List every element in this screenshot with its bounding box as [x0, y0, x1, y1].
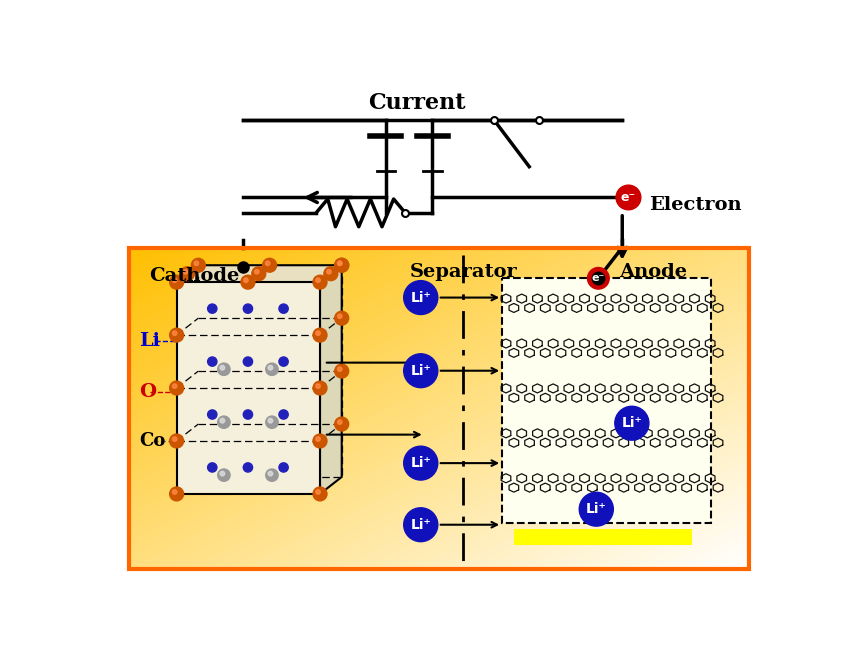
- Circle shape: [252, 267, 266, 281]
- Circle shape: [338, 314, 342, 318]
- Text: Li⁺: Li⁺: [410, 364, 431, 378]
- Circle shape: [315, 331, 321, 335]
- Circle shape: [313, 434, 327, 448]
- Circle shape: [334, 364, 349, 378]
- Circle shape: [338, 261, 342, 266]
- Polygon shape: [177, 265, 342, 282]
- Text: Li⁺: Li⁺: [410, 456, 431, 470]
- Circle shape: [220, 419, 225, 423]
- Circle shape: [244, 463, 252, 472]
- Circle shape: [338, 367, 342, 371]
- Circle shape: [241, 275, 255, 289]
- Circle shape: [279, 357, 288, 367]
- Circle shape: [244, 278, 248, 283]
- Circle shape: [173, 384, 177, 389]
- Text: Separator: Separator: [410, 263, 517, 281]
- Circle shape: [192, 258, 205, 272]
- Circle shape: [208, 410, 217, 419]
- Bar: [514, 529, 692, 545]
- Circle shape: [404, 353, 438, 387]
- Circle shape: [169, 434, 184, 448]
- Circle shape: [404, 508, 438, 542]
- Circle shape: [244, 410, 252, 419]
- Circle shape: [173, 331, 177, 335]
- Text: Li⁺: Li⁺: [410, 290, 431, 305]
- Circle shape: [268, 471, 273, 476]
- Circle shape: [338, 420, 342, 424]
- Circle shape: [615, 406, 649, 440]
- Circle shape: [334, 258, 349, 272]
- Circle shape: [169, 487, 184, 501]
- Circle shape: [208, 463, 217, 472]
- Text: Li⁺: Li⁺: [410, 518, 431, 532]
- Circle shape: [404, 281, 438, 314]
- Circle shape: [313, 381, 327, 395]
- Circle shape: [208, 304, 217, 313]
- Circle shape: [173, 278, 177, 283]
- Circle shape: [266, 363, 278, 376]
- Circle shape: [616, 185, 641, 210]
- Circle shape: [220, 471, 225, 476]
- Text: e⁻: e⁻: [621, 191, 636, 204]
- Circle shape: [313, 275, 327, 289]
- Circle shape: [173, 437, 177, 441]
- Circle shape: [218, 469, 230, 481]
- Text: Anode: Anode: [619, 263, 687, 281]
- Circle shape: [218, 363, 230, 376]
- Circle shape: [315, 278, 321, 283]
- Text: Electron: Electron: [650, 196, 742, 214]
- Text: Li: Li: [139, 333, 161, 350]
- Text: O: O: [139, 383, 156, 401]
- Text: Co: Co: [139, 432, 166, 450]
- Circle shape: [266, 469, 278, 481]
- Circle shape: [194, 261, 198, 266]
- Circle shape: [587, 268, 610, 289]
- Circle shape: [218, 416, 230, 428]
- Text: Li⁺: Li⁺: [622, 416, 642, 430]
- Circle shape: [183, 270, 188, 274]
- Circle shape: [313, 328, 327, 342]
- Circle shape: [180, 267, 194, 281]
- Circle shape: [327, 270, 331, 274]
- Circle shape: [173, 490, 177, 494]
- Circle shape: [262, 258, 277, 272]
- Circle shape: [324, 267, 338, 281]
- Circle shape: [315, 437, 321, 441]
- Polygon shape: [177, 282, 320, 494]
- Circle shape: [169, 381, 184, 395]
- Circle shape: [579, 492, 613, 526]
- Circle shape: [255, 270, 259, 274]
- Circle shape: [279, 463, 288, 472]
- Polygon shape: [320, 265, 342, 494]
- Text: Li⁺: Li⁺: [586, 502, 607, 516]
- Circle shape: [315, 490, 321, 494]
- Text: Cathode: Cathode: [150, 267, 239, 284]
- Circle shape: [265, 261, 270, 266]
- Circle shape: [315, 384, 321, 389]
- Circle shape: [334, 311, 349, 325]
- Circle shape: [220, 365, 225, 370]
- Circle shape: [334, 258, 349, 272]
- Circle shape: [338, 261, 342, 266]
- Circle shape: [169, 275, 184, 289]
- Text: Current: Current: [369, 92, 466, 114]
- Text: e⁻: e⁻: [592, 273, 605, 283]
- Circle shape: [244, 304, 252, 313]
- Circle shape: [313, 487, 327, 501]
- Circle shape: [279, 410, 288, 419]
- Circle shape: [334, 417, 349, 431]
- Circle shape: [208, 357, 217, 367]
- Circle shape: [169, 328, 184, 342]
- Circle shape: [404, 446, 438, 480]
- Circle shape: [268, 365, 273, 370]
- Circle shape: [266, 416, 278, 428]
- Circle shape: [268, 419, 273, 423]
- Circle shape: [244, 357, 252, 367]
- Polygon shape: [502, 279, 711, 523]
- Circle shape: [279, 304, 288, 313]
